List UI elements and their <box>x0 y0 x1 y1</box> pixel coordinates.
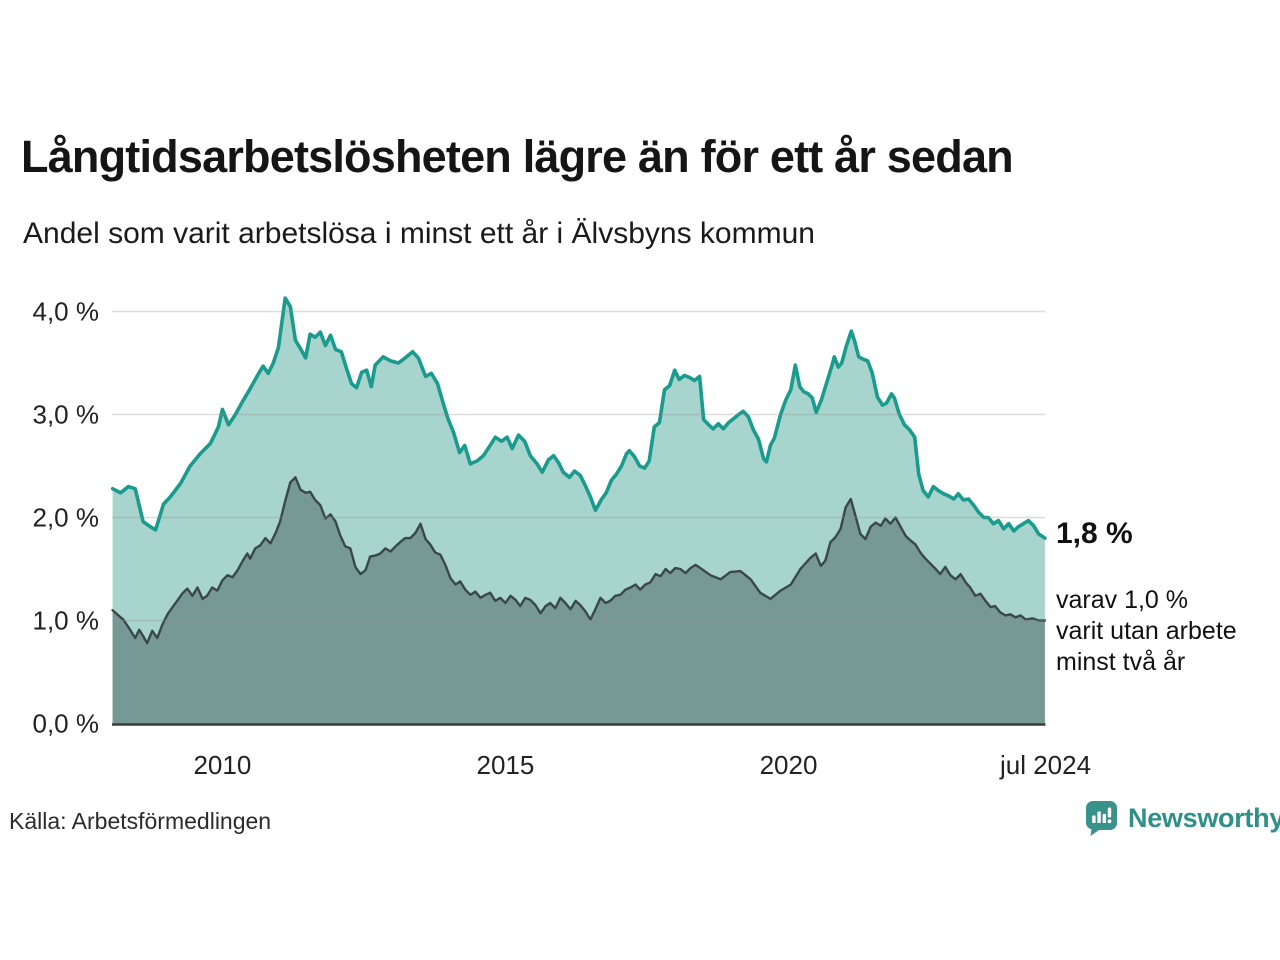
chart-title: Långtidsarbetslösheten lägre än för ett … <box>21 131 1014 182</box>
bar-chart-speech-bubble-icon <box>1086 801 1117 836</box>
series-area-1 <box>112 477 1045 724</box>
y-axis-label: 2,0 % <box>33 503 100 533</box>
chart-subtitle: Andel som varit arbetslösa i minst ett å… <box>23 217 815 250</box>
x-axis-label: jul 2024 <box>999 750 1091 780</box>
y-axis-label: 1,0 % <box>33 606 100 636</box>
source-note: Källa: Arbetsförmedlingen <box>9 808 272 834</box>
y-axis-label: 0,0 % <box>33 709 100 739</box>
newsworthy-wordmark: Newsworthy <box>1128 803 1280 833</box>
end-value-note-line: varav 1,0 % <box>1056 586 1189 614</box>
y-axis-label: 3,0 % <box>33 400 100 430</box>
y-axis-label: 4,0 % <box>33 297 100 327</box>
end-value-label: 1,8 % <box>1056 517 1133 550</box>
series-line-1 <box>111 476 1047 645</box>
x-axis-label: 2010 <box>193 750 251 780</box>
series-line-0 <box>110 296 1047 540</box>
x-axis-label: 2020 <box>760 750 818 780</box>
newsworthy-logo: Newsworthy <box>1086 801 1280 836</box>
end-value-note-line: minst två år <box>1056 648 1186 676</box>
x-axis-label: 2015 <box>477 750 535 780</box>
end-value-note: varav 1,0 % varit utan arbete minst två … <box>1056 585 1237 678</box>
end-value-note-line: varit utan arbete <box>1056 617 1237 645</box>
